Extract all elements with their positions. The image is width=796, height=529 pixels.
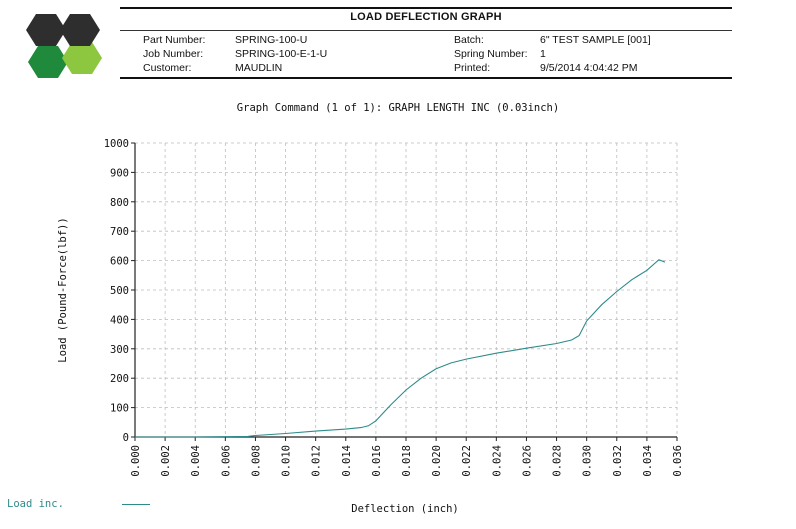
- chart-series: [135, 259, 666, 438]
- spring-number-value: 1: [540, 48, 546, 60]
- customer-value: MAUDLIN: [235, 62, 283, 74]
- x-tick-label: 0.036: [672, 445, 684, 477]
- chart-grid: [135, 142, 678, 437]
- y-tick-label: 900: [110, 167, 129, 179]
- printed-label: Printed:: [454, 62, 491, 74]
- y-tick-label: 800: [110, 197, 129, 209]
- logo-dark-hexagon-right: [60, 14, 100, 46]
- x-axis-label: Deflection (inch): [351, 503, 459, 515]
- y-tick-label: 1000: [104, 138, 129, 150]
- series-line-load-inc: [135, 259, 666, 438]
- part-number-value: SPRING-100-U: [235, 34, 308, 46]
- chart-title: Graph Command (1 of 1): GRAPH LENGTH INC…: [236, 102, 560, 114]
- batch-value: 6" TEST SAMPLE [001]: [540, 34, 651, 46]
- legend-series-swatch: [122, 504, 150, 505]
- company-logo: [26, 14, 102, 78]
- x-tick-label: 0.006: [220, 445, 232, 477]
- y-tick-label: 0: [123, 432, 129, 444]
- report-title: LOAD DEFLECTION GRAPH: [350, 11, 502, 23]
- printed-value: 9/5/2014 4:04:42 PM: [540, 62, 638, 74]
- y-tick-label: 700: [110, 226, 129, 238]
- x-tick-label: 0.010: [281, 445, 293, 477]
- y-tick-label: 200: [110, 373, 129, 385]
- y-axis-label: Load (Pound-Force(lbf)): [57, 217, 69, 363]
- y-tick-label: 400: [110, 314, 129, 326]
- spring-number-label: Spring Number:: [454, 48, 528, 60]
- logo-dark-hexagon: [26, 14, 66, 46]
- x-tick-label: 0.016: [371, 445, 383, 477]
- x-tick-label: 0.032: [612, 445, 624, 477]
- x-tick-label: 0.004: [190, 445, 202, 477]
- x-tick-label: 0.030: [582, 445, 594, 477]
- job-number-label: Job Number:: [143, 48, 204, 60]
- customer-label: Customer:: [143, 62, 192, 74]
- logo-green-hexagon: [28, 46, 68, 78]
- x-tick-label: 0.024: [491, 445, 503, 477]
- x-tick-label: 0.018: [401, 445, 413, 477]
- x-tick-label: 0.000: [130, 445, 142, 477]
- batch-label: Batch:: [454, 34, 484, 46]
- x-tick-label: 0.026: [521, 445, 533, 477]
- x-tick-label: 0.002: [160, 445, 172, 477]
- x-tick-label: 0.020: [431, 445, 443, 477]
- x-tick-label: 0.012: [311, 445, 323, 477]
- y-tick-label: 300: [110, 344, 129, 356]
- x-tick-label: 0.008: [250, 445, 262, 477]
- y-tick-label: 500: [110, 285, 129, 297]
- x-tick-label: 0.014: [341, 445, 353, 477]
- y-tick-label: 600: [110, 256, 129, 268]
- x-tick-label: 0.034: [642, 445, 654, 477]
- legend-series-label: Load inc.: [7, 498, 64, 510]
- report-header: LOAD DEFLECTION GRAPH Part Number: SPRIN…: [120, 7, 732, 79]
- job-number-value: SPRING-100-E-1-U: [235, 48, 328, 60]
- part-number-label: Part Number:: [143, 34, 206, 46]
- logo-lightgreen-hexagon: [62, 42, 102, 74]
- chart-ticks: 0.000 0.002 0.004 0.006 0.008 0.010 0.012 0.014…: [104, 138, 684, 477]
- y-tick-label: 100: [110, 403, 129, 415]
- x-tick-label: 0.022: [461, 445, 473, 477]
- x-tick-label: 0.028: [552, 445, 564, 477]
